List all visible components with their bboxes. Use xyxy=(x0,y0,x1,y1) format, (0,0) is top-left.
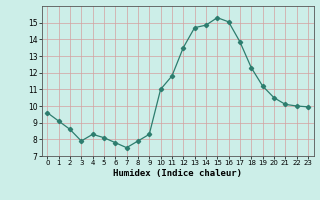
X-axis label: Humidex (Indice chaleur): Humidex (Indice chaleur) xyxy=(113,169,242,178)
